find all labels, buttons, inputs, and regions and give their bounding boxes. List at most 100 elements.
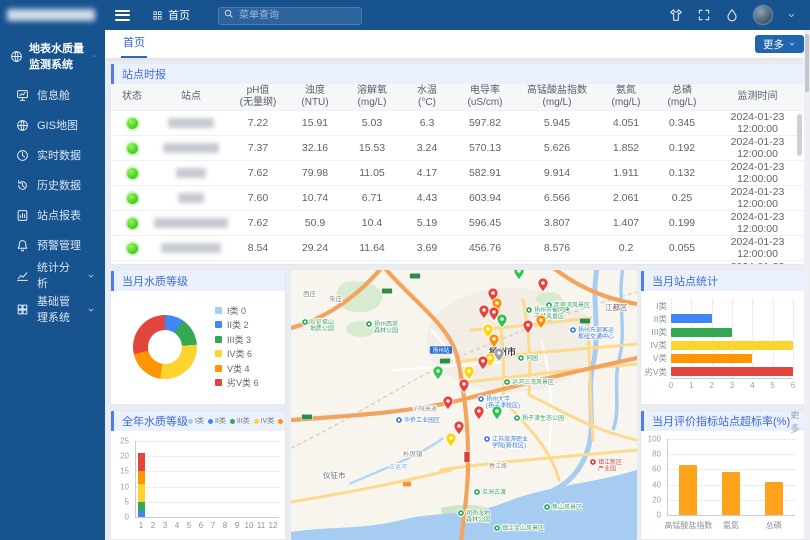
map-label: 江都区 (605, 303, 628, 312)
sidebar-item-4[interactable]: 站点报表 (0, 200, 105, 230)
more-button-label: 更多 (763, 37, 784, 52)
stacked-legend: I类II类III类IV类V类劣V类 (188, 416, 286, 426)
cell-value: 29.24 (287, 236, 343, 261)
chevron-down-icon[interactable] (787, 11, 796, 20)
legend-item: V类 4 (215, 361, 259, 376)
table-scrollbar-thumb[interactable] (797, 114, 802, 156)
station-report-table: 状态站点pH值(无量纲)浊度(NTU)溶解氧(mg/L)水温(°C)电导率(uS… (111, 84, 805, 265)
cell-value: 79.98 (287, 161, 343, 186)
cell-value: 4.17 (401, 161, 453, 186)
cell-value: 10.74 (287, 186, 343, 211)
bar-III类 (671, 328, 732, 337)
panel-station-report: 站点时报 状态站点pH值(无量纲)浊度(NTU)溶解氧(mg/L)水温(°C)电… (110, 63, 805, 265)
cell-time: 2024-01-23 12:00:00 (709, 261, 805, 266)
sidebar-system-title[interactable]: 地表水质量监测系统 (0, 30, 105, 80)
globe-icon (10, 50, 23, 63)
chevron-down-icon (788, 40, 796, 48)
map-road-badge (440, 358, 451, 364)
bar-IV类 (671, 341, 793, 350)
panel-title: 当月水质等级 (122, 273, 188, 289)
map-label: 仪征市 (323, 470, 346, 480)
app-logo (0, 0, 105, 30)
map-label: 沪陕高速 (413, 405, 437, 413)
cell-value: 1.407 (597, 211, 655, 236)
map-label: 西庄 (303, 289, 317, 298)
map-label: 春江路 (489, 462, 507, 470)
page-scrollbar[interactable] (804, 30, 810, 540)
chevron-up-icon (92, 52, 97, 60)
system-title-label: 地表水质量监测系统 (29, 40, 86, 72)
sidebar-item-label: 信息舱 (37, 87, 70, 103)
hamburger-menu-icon[interactable] (115, 10, 130, 21)
map-label: 瓜洲古渡 (482, 488, 506, 496)
panel-annual-grade: 全年水质等级 I类II类III类IV类V类劣V类 051015202512345… (110, 410, 286, 540)
more-button[interactable]: 更多 (755, 35, 804, 53)
cell-value: 32.16 (287, 136, 343, 161)
cell-value: 1.852 (597, 136, 655, 161)
map-road-badge (410, 273, 421, 279)
column-header: 电导率(uS/cm) (453, 84, 517, 111)
station-name-blurred (163, 143, 219, 153)
sidebar-item-0[interactable]: 信息舱 (0, 80, 105, 110)
sidebar-item-1[interactable]: GIS地图 (0, 110, 105, 140)
legend-item: II类 2 (215, 318, 259, 333)
sidebar-item-5[interactable]: 预警管理 (0, 230, 105, 260)
water-drop-icon[interactable] (725, 8, 739, 22)
table-row: 8.5429.2411.643.69456.768.5760.20.055202… (111, 236, 805, 261)
map-badge-label: 扬州站 (433, 346, 450, 354)
bar-劣V类 (671, 367, 793, 376)
fullscreen-icon[interactable] (697, 8, 711, 22)
menu-search-input[interactable] (218, 7, 362, 25)
modules-icon (16, 303, 29, 316)
sidebar-item-label: 站点报表 (37, 207, 81, 223)
map-panel[interactable]: 扬州站 扬州市江都区仪征市朴席镇西庄朱庄沪陕高速春江路古运河扬州西郊森林公园仪征… (291, 270, 637, 540)
globe-icon (16, 119, 29, 132)
donut-chart (133, 315, 197, 379)
table-row: 7.3732.1615.533.24570.135.6261.8520.1922… (111, 136, 805, 161)
map-label: 扬州东部客运枢纽交通中心 (578, 326, 614, 341)
table-row: 7.9633.083.435.58641.957.893.0640.892024… (111, 261, 805, 266)
sidebar-item-2[interactable]: 实时数据 (0, 140, 105, 170)
cell-value: 5.03 (343, 111, 401, 136)
sidebar-item-7[interactable]: 基础管理系统 (0, 294, 105, 324)
bar-V类 (671, 354, 752, 363)
page-scrollbar-thumb[interactable] (805, 34, 809, 92)
sidebar-item-3[interactable]: 历史数据 (0, 170, 105, 200)
table-row: 7.6279.9811.054.17582.919.9141.9110.1322… (111, 161, 805, 186)
sidebar-item-label: 实时数据 (37, 147, 81, 163)
cell-value: 0.2 (597, 236, 655, 261)
panel-exceed-rate: 当月评价指标站点超标率(%) 更多 020406080100高锰酸盐指数氨氮总磷 (640, 410, 805, 540)
map-label: 扬州西郊森林公园 (374, 320, 398, 335)
map-label: 华侨工业园区 (404, 416, 440, 424)
map-label: 江苏旅游职业学院(新校区) (492, 435, 528, 450)
table-row: 7.2215.915.036.3597.825.9454.0510.345202… (111, 111, 805, 136)
cell-value: 456.76 (453, 236, 517, 261)
cell-value: 15.53 (343, 136, 401, 161)
cell-value: 5.945 (517, 111, 597, 136)
station-name-blurred (176, 168, 206, 178)
panel-monthly-grade-header: 当月水质等级 (111, 271, 285, 291)
map-canvas[interactable]: 扬州站 扬州市江都区仪征市朴席镇西庄朱庄沪陕高速春江路古运河扬州西郊森林公园仪征… (291, 270, 637, 540)
user-avatar[interactable] (753, 5, 773, 25)
sidebar-item-6[interactable]: 统计分析 (0, 260, 105, 290)
cell-value: 597.82 (453, 111, 517, 136)
status-dot-normal (127, 118, 138, 129)
status-dot-normal (127, 168, 138, 179)
station-name-blurred (161, 243, 221, 253)
map-label: 镇江金山风景区 (502, 524, 544, 532)
cell-time: 2024-01-23 12:00:00 (709, 111, 805, 136)
tab-home[interactable]: 首页 (121, 30, 147, 58)
sidebar-item-label: 预警管理 (37, 237, 81, 253)
column-header: 浊度(NTU) (287, 84, 343, 111)
app-root: 首页 地表水质量监测系统 信息舱 GIS地图实时数据历史数据站点报表预警管理统计分… (0, 0, 810, 540)
cell-time: 2024-01-23 12:00:00 (709, 211, 805, 236)
panel-monthly-station-stats: 当月站点统计 0123456I类II类III类IV类V类劣V类 (640, 270, 805, 405)
cell-time: 2024-01-23 12:00:00 (709, 161, 805, 186)
theme-shirt-icon[interactable] (669, 8, 683, 22)
cell-value: 8.54 (229, 236, 287, 261)
topnav-home[interactable]: 首页 (152, 7, 190, 23)
topbar: 首页 (0, 0, 810, 30)
cell-value: 5.19 (401, 211, 453, 236)
bar-氨氮 (722, 472, 740, 515)
cell-value: 4.051 (597, 111, 655, 136)
